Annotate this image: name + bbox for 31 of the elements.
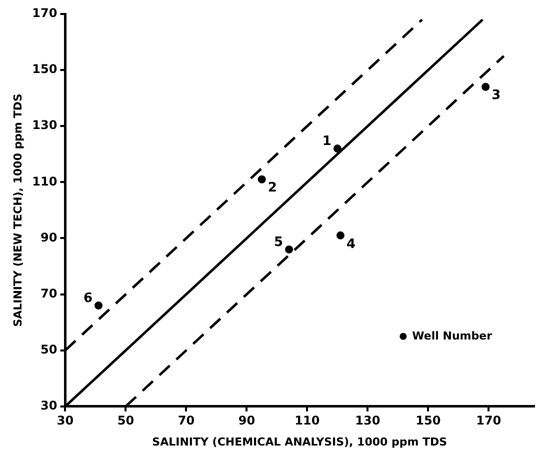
y-tick-label: 170 (32, 6, 58, 20)
y-tick-label: 90 (40, 230, 58, 244)
annotation: 4 (346, 236, 356, 252)
annotation: 2 (268, 180, 277, 196)
x-axis-title: SALINITY (CHEMICAL ANALYSIS), 1000 ppm TDS (152, 435, 448, 448)
annotation: 5 (274, 234, 284, 250)
x-tick-label: 30 (56, 414, 74, 428)
point (285, 245, 294, 254)
x-tick-label: 170 (476, 414, 502, 428)
legend-label: Well Number (412, 329, 493, 342)
x-tick-label: 50 (117, 414, 134, 428)
x-tick-label: 70 (178, 414, 195, 428)
point (94, 301, 103, 310)
y-tick-label: 150 (32, 62, 58, 76)
annotation: 6 (83, 290, 93, 306)
point (333, 144, 342, 153)
point (336, 231, 344, 240)
y-axis-title: SALINITY (NEW TECH), 1000 ppm TDS (11, 94, 24, 327)
x-tick-label: 130 (355, 414, 380, 428)
y-tick-label: 30 (40, 398, 58, 413)
x-tick-label: 110 (294, 414, 320, 428)
point (482, 82, 490, 91)
y-tick-label: 50 (40, 342, 58, 356)
point (258, 175, 266, 184)
y-tick-label: 130 (32, 118, 58, 132)
annotation: 1 (322, 134, 332, 149)
x-tick-label: 150 (416, 414, 441, 428)
y-tick-label: 70 (40, 286, 58, 300)
x-tick-label: 90 (238, 414, 256, 428)
annotation: 3 (492, 88, 501, 104)
y-tick-label: 110 (32, 174, 58, 188)
